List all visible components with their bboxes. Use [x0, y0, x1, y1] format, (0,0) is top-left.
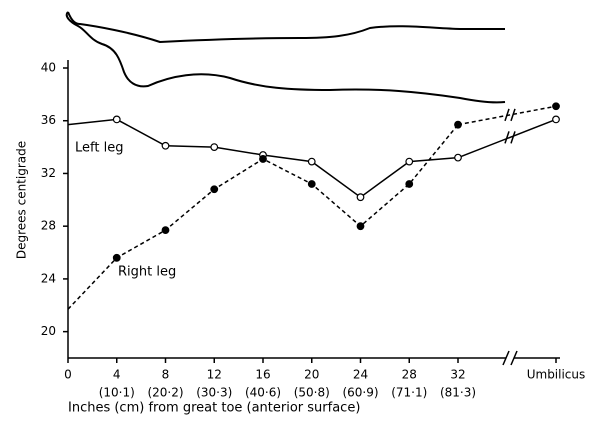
- x-tick-sublabel: (71·1): [391, 386, 427, 400]
- point: [161, 226, 170, 235]
- y-tick-label: 32: [41, 166, 56, 180]
- y-axis-label: Degrees centigrade: [15, 141, 29, 259]
- y-tick-label: 40: [41, 61, 56, 75]
- x-tick-label: 24: [353, 368, 368, 382]
- point: [552, 102, 560, 111]
- end-category-label: Umbilicus: [527, 368, 586, 382]
- x-tick-sublabel: (40·6): [245, 386, 281, 400]
- y-tick-label: 36: [41, 113, 56, 127]
- x-tick-sublabel: (20·2): [147, 386, 183, 400]
- x-tick-sublabel: (30·3): [196, 386, 232, 400]
- point: [405, 180, 414, 188]
- y-tick-label: 28: [41, 219, 56, 233]
- leg-outline: [65, 11, 506, 104]
- point: [210, 143, 219, 151]
- y-tick-label: 20: [41, 324, 56, 338]
- x-tick-sublabel: (60·9): [342, 386, 378, 400]
- point: [552, 115, 560, 124]
- series-label: Left leg: [75, 141, 123, 156]
- point: [307, 180, 316, 188]
- x-tick-label: 4: [113, 368, 121, 382]
- point: [356, 193, 365, 202]
- x-tick-sublabel: (50·8): [294, 386, 330, 400]
- series-label: Right leg: [118, 265, 176, 280]
- leg-outline: [67, 11, 505, 44]
- point: [454, 153, 462, 162]
- line-break: [510, 131, 516, 144]
- point: [112, 253, 121, 262]
- point: [210, 185, 219, 194]
- x-tick-label: 12: [207, 368, 222, 382]
- point: [356, 222, 365, 231]
- x-tick-label: 28: [402, 368, 417, 382]
- point: [112, 115, 121, 124]
- point: [307, 157, 316, 166]
- point: [405, 157, 414, 166]
- axis-break: [510, 350, 518, 366]
- x-tick-sublabel: (10·1): [99, 386, 135, 400]
- point: [259, 155, 267, 163]
- x-tick-label: 32: [450, 368, 465, 382]
- x-axis-label: Inches (cm) from great toe (anterior sur…: [68, 401, 360, 416]
- point: [454, 120, 462, 129]
- line-break: [504, 108, 510, 122]
- line-break: [510, 108, 516, 122]
- x-tick-label: 20: [304, 368, 319, 382]
- line-break: [504, 131, 510, 144]
- x-tick-label: 16: [255, 368, 270, 382]
- x-tick-label: 0: [64, 368, 72, 382]
- axis-break: [502, 350, 510, 366]
- y-tick-label: 24: [41, 271, 56, 285]
- x-tick-label: 8: [162, 368, 170, 382]
- x-tick-sublabel: (81·3): [440, 386, 476, 400]
- point: [161, 141, 170, 150]
